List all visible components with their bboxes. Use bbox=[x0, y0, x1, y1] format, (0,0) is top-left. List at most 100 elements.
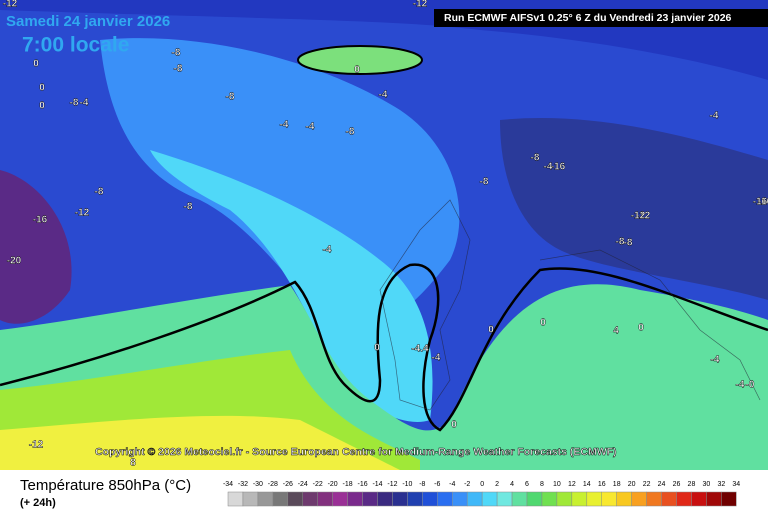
scale-label: -34 bbox=[223, 481, 233, 488]
scale-label: 10 bbox=[553, 481, 561, 488]
scale-label: 20 bbox=[628, 481, 636, 488]
contour-label: 0 bbox=[540, 318, 546, 329]
contour-label: -16 bbox=[33, 215, 48, 226]
contour-label: -12 bbox=[75, 208, 90, 219]
contour-label: -4 bbox=[544, 162, 553, 173]
scale-label: -12 bbox=[387, 481, 397, 488]
scale-swatch bbox=[481, 491, 498, 507]
contour-label: -16 bbox=[758, 197, 768, 208]
scale-label: -14 bbox=[372, 481, 382, 488]
contour-label: -12 bbox=[413, 0, 428, 10]
coastlines bbox=[379, 199, 761, 411]
contour-label: -8 bbox=[531, 153, 540, 164]
scale-swatch bbox=[676, 491, 692, 507]
scale-swatch bbox=[706, 491, 722, 507]
scale-swatch bbox=[287, 491, 303, 507]
scale-label: -18 bbox=[343, 481, 353, 488]
scale-swatch bbox=[466, 491, 483, 507]
scale-swatch bbox=[511, 491, 528, 507]
contour-label: 0 bbox=[638, 323, 644, 334]
contour-label: 4 bbox=[613, 326, 619, 337]
contour-label: -12 bbox=[631, 211, 646, 222]
scale-swatch bbox=[407, 491, 423, 507]
contour-label: -4 bbox=[711, 355, 720, 366]
scale-swatch bbox=[302, 491, 318, 507]
contour-label: 8 bbox=[130, 458, 136, 469]
contour-label: -4.4 bbox=[411, 344, 429, 355]
scale-swatch bbox=[227, 491, 244, 507]
scale-swatch bbox=[377, 491, 393, 507]
scale-label: -28 bbox=[268, 481, 278, 488]
scale-label: 32 bbox=[717, 481, 725, 488]
contour-label: -12 bbox=[636, 211, 651, 222]
scale-label: 16 bbox=[598, 481, 606, 488]
scale-label: -8 bbox=[419, 481, 425, 488]
run-info: Run ECMWF AIFSv1 0.25° 6 Z du Vendredi 2… bbox=[444, 12, 732, 24]
scale-swatch bbox=[332, 491, 348, 507]
contour-label: 0 bbox=[354, 65, 360, 76]
contour-label: -8 bbox=[172, 48, 181, 59]
scale-swatch bbox=[496, 491, 513, 507]
scale-swatch bbox=[691, 491, 707, 507]
contour-label: -8 bbox=[346, 127, 355, 138]
legend-subtitle: (+ 24h) bbox=[20, 497, 56, 509]
scale-label: 22 bbox=[643, 481, 651, 488]
scale-swatch bbox=[556, 491, 573, 507]
contour-label: -8 bbox=[184, 202, 193, 213]
contour-label: -4 bbox=[323, 245, 332, 256]
scale-label: 12 bbox=[568, 481, 576, 488]
date: Samedi 24 janvier 2026 bbox=[6, 13, 170, 30]
scale-label: 8 bbox=[540, 481, 544, 488]
contour-label: -12 bbox=[29, 440, 44, 451]
time: 7:00 locale bbox=[22, 34, 129, 57]
scale-swatch bbox=[541, 491, 558, 507]
zero-contour bbox=[0, 263, 768, 432]
scale-label: -20 bbox=[328, 481, 338, 488]
contour-label: -12 bbox=[3, 0, 18, 10]
contour-label: -4 bbox=[736, 380, 745, 391]
contour-label: -4 bbox=[379, 90, 388, 101]
scale-label: -30 bbox=[253, 481, 263, 488]
scale-swatch bbox=[242, 491, 259, 507]
contour-label: -16 bbox=[753, 197, 768, 208]
contour-label: -8 bbox=[624, 238, 633, 249]
contour-label: 0 bbox=[451, 420, 457, 431]
contour-label: -16 bbox=[551, 162, 566, 173]
contour-label: -8 bbox=[616, 237, 625, 248]
scale-label: 30 bbox=[703, 481, 711, 488]
contour-label: 0 bbox=[374, 343, 380, 354]
scale-swatch bbox=[257, 491, 274, 507]
scale-label: 14 bbox=[583, 481, 591, 488]
cold-west bbox=[0, 170, 72, 324]
scale-label: 34 bbox=[732, 481, 740, 488]
scale-swatch bbox=[661, 491, 677, 507]
scale-label: 24 bbox=[658, 481, 666, 488]
contour-label: -0 bbox=[746, 380, 755, 391]
scale-label: 0 bbox=[480, 481, 484, 488]
scale-label: -32 bbox=[238, 481, 248, 488]
scale-label: -4 bbox=[449, 481, 455, 488]
copyright: Copyright © 2026 Meteociel.fr - Source E… bbox=[95, 446, 617, 458]
scale-swatch bbox=[646, 491, 662, 507]
scale-label: -24 bbox=[298, 481, 308, 488]
warmest-zone bbox=[0, 415, 400, 470]
contour-label: -20 bbox=[7, 256, 22, 267]
scale-label: 4 bbox=[510, 481, 514, 488]
scale-swatch bbox=[362, 491, 378, 507]
contour-label: -4 bbox=[80, 98, 89, 109]
contour-label: -4 bbox=[280, 120, 289, 131]
contour-label: -8 bbox=[226, 92, 235, 103]
cold-east bbox=[500, 118, 768, 300]
contour-label: 0 bbox=[33, 59, 39, 70]
scale-swatch bbox=[437, 491, 453, 507]
contour-label: -4 bbox=[432, 353, 441, 364]
scale-label: 28 bbox=[688, 481, 696, 488]
contour-label: -8 bbox=[70, 98, 79, 109]
scale-label: -26 bbox=[283, 481, 293, 488]
contour-label: 0 bbox=[39, 83, 45, 94]
contour-label: -8 bbox=[95, 187, 104, 198]
scale-label: -10 bbox=[402, 481, 412, 488]
scale-label: 2 bbox=[495, 481, 499, 488]
